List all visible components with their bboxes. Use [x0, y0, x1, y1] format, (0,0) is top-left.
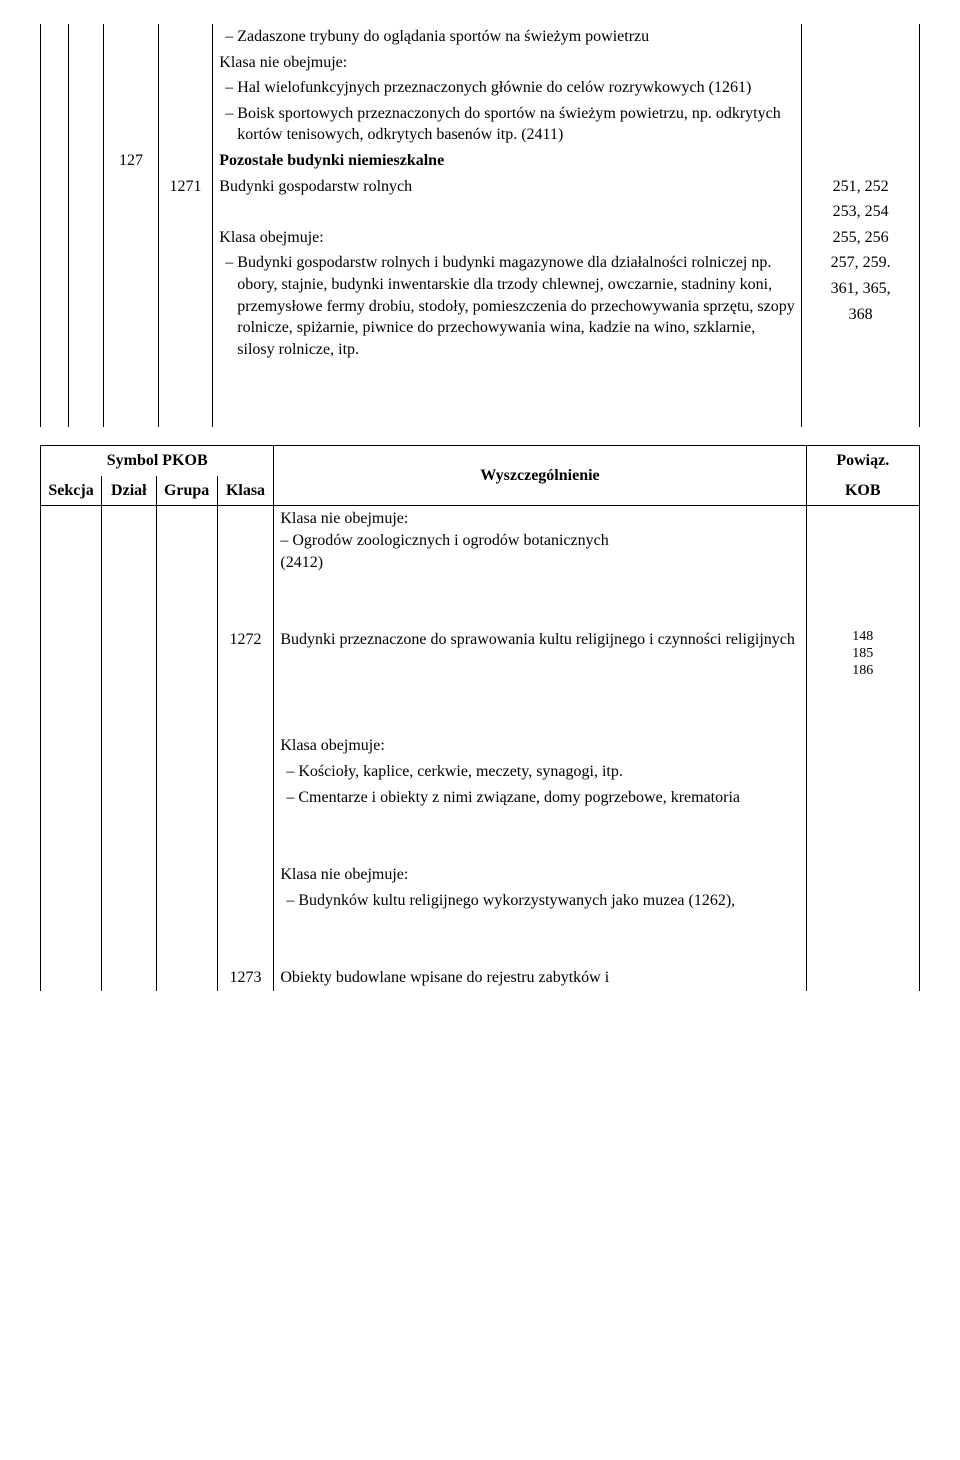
table-row: 253, 254	[41, 199, 920, 225]
header-powiaz: Powiąz.	[806, 446, 919, 476]
table-row: 1271 Budynki gospodarstw rolnych 251, 25…	[41, 174, 920, 200]
includes-label: Klasa obejmuje:	[274, 733, 806, 759]
list-item: – Budynków kultu religijnego wykorzystyw…	[280, 890, 799, 912]
klasa-code: 1273	[217, 965, 274, 991]
table-row: – Kościoły, kaplice, cerkwie, meczety, s…	[41, 759, 920, 785]
list-item: – Budynki gospodarstw rolnych i budynki …	[219, 252, 795, 360]
spacer-row	[41, 913, 920, 965]
classification-table-top: – Zadaszone trybuny do oglądania sportów…	[40, 24, 920, 427]
kob-code: 253, 254	[802, 199, 920, 225]
excludes-label: Klasa nie obejmuje:	[213, 50, 802, 76]
table-row: 127 Pozostałe budynki niemieszkalne	[41, 148, 920, 174]
kob-code: 251, 252	[802, 174, 920, 200]
header-klasa: Klasa	[217, 476, 274, 506]
includes-label: Klasa obejmuje:	[213, 225, 802, 251]
header-sekcja: Sekcja	[41, 476, 102, 506]
kob-code: 368	[802, 302, 920, 328]
header-kob: KOB	[806, 476, 919, 506]
header-wyszcz: Wyszczególnienie	[274, 446, 806, 506]
header-dzial: Dział	[102, 476, 157, 506]
table-row: Klasa nie obejmuje: – Ogrodów zoologiczn…	[41, 506, 920, 575]
table-row: – Boisk sportowych przeznaczonych do spo…	[41, 101, 920, 148]
kob-code: 255, 256	[802, 225, 920, 251]
kob-code: 361, 365,	[802, 276, 920, 302]
table-row: 1272 Budynki przeznaczone do sprawowania…	[41, 627, 920, 681]
kob-code: 186	[813, 663, 913, 680]
klasa-code: 1272	[217, 627, 274, 681]
header-grupa: Grupa	[156, 476, 217, 506]
list-item: – Cmentarze i obiekty z nimi związane, d…	[280, 787, 799, 809]
table-row: – Hal wielofunkcyjnych przeznaczonych gł…	[41, 75, 920, 101]
table-row: – Budynki gospodarstw rolnych i budynki …	[41, 250, 920, 276]
list-item: (2412)	[280, 552, 799, 574]
list-item: – Boisk sportowych przeznaczonych do spo…	[219, 103, 795, 146]
table-row: Klasa nie obejmuje:	[41, 862, 920, 888]
class-title: Budynki gospodarstw rolnych	[213, 174, 802, 200]
list-item: – Ogrodów zoologicznych i ogrodów botani…	[280, 530, 799, 552]
list-item: – Hal wielofunkcyjnych przeznaczonych gł…	[219, 77, 795, 99]
table-row: Klasa obejmuje: 255, 256	[41, 225, 920, 251]
list-item: – Zadaszone trybuny do oglądania sportów…	[219, 26, 795, 48]
table-row: Klasa nie obejmuje:	[41, 50, 920, 76]
table-row: 1273 Obiekty budowlane wpisane do rejest…	[41, 965, 920, 991]
klasa-code: 1271	[158, 174, 213, 200]
table-header-row: Symbol PKOB Wyszczególnienie Powiąz.	[41, 446, 920, 476]
kob-code: 185	[813, 646, 913, 663]
kob-code: 257, 259.	[802, 250, 920, 276]
classification-table-bottom: Symbol PKOB Wyszczególnienie Powiąz. Sek…	[40, 445, 920, 991]
list-item: – Kościoły, kaplice, cerkwie, meczety, s…	[280, 761, 799, 783]
header-symbol-pkob: Symbol PKOB	[41, 446, 274, 476]
kob-code: 148	[813, 629, 913, 646]
spacer-row	[41, 810, 920, 862]
table-row: – Zadaszone trybuny do oglądania sportów…	[41, 24, 920, 50]
table-row: – Budynków kultu religijnego wykorzystyw…	[41, 888, 920, 914]
class-title: Obiekty budowlane wpisane do rejestru za…	[274, 965, 806, 991]
excludes-label: Klasa nie obejmuje:	[274, 862, 806, 888]
spacer-row	[41, 681, 920, 733]
group-title: Pozostałe budynki niemieszkalne	[213, 148, 802, 174]
table-row: Klasa obejmuje:	[41, 733, 920, 759]
spacer-row	[41, 575, 920, 627]
table-row: – Cmentarze i obiekty z nimi związane, d…	[41, 785, 920, 811]
class-title: Budynki przeznaczone do sprawowania kult…	[274, 627, 806, 681]
excludes-label: Klasa nie obejmuje:	[280, 508, 799, 530]
grupa-code: 127	[104, 148, 159, 174]
